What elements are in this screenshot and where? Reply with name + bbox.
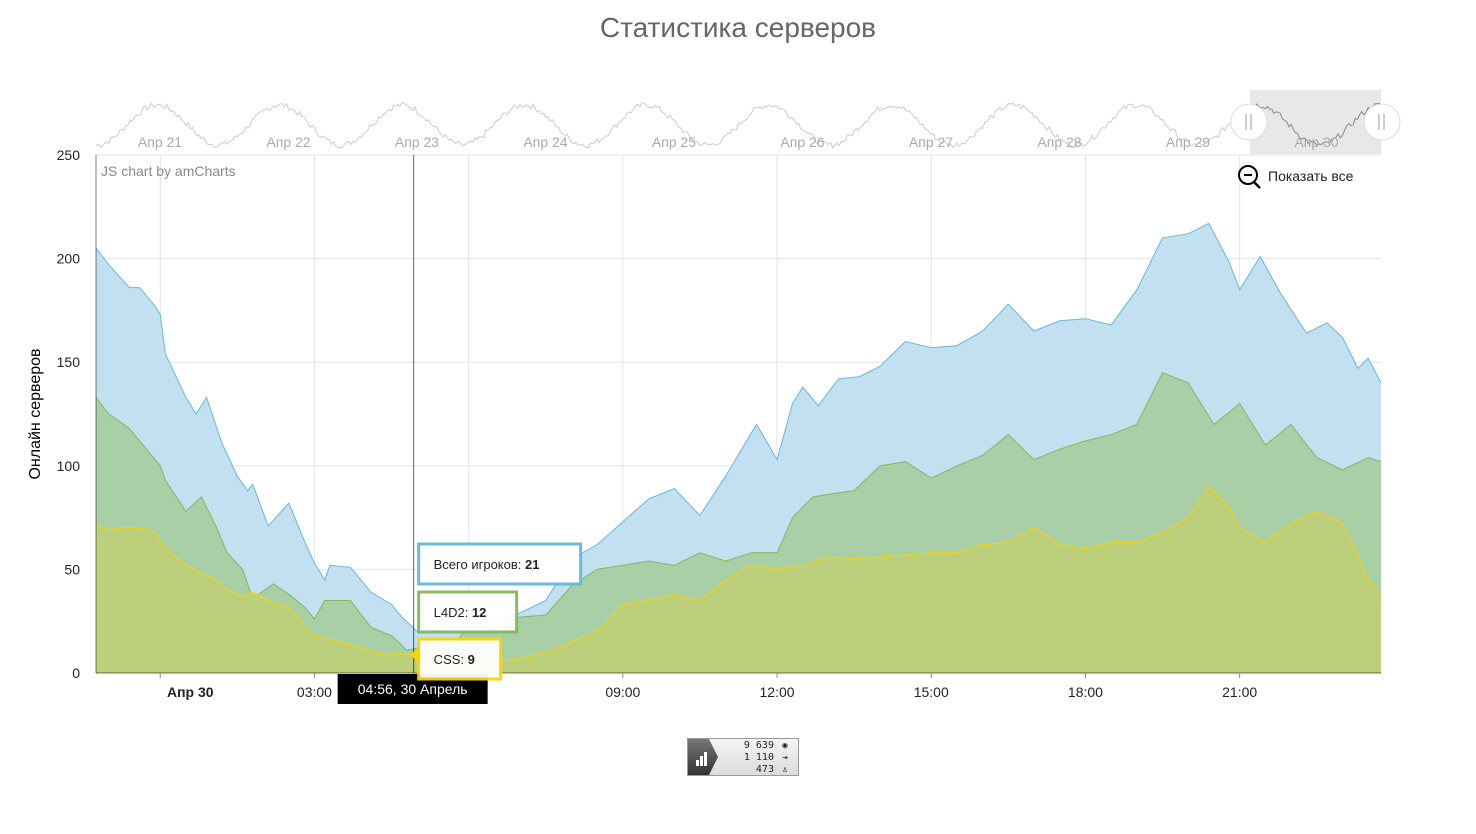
y-axis-ticks: 0 50 100 150 200 250 (57, 147, 81, 681)
scrollbar-date-label: Апр 29 (1166, 134, 1210, 150)
counter-views: 9 639 (743, 740, 774, 751)
chart-series-areas (95, 222, 1382, 673)
scrollbar-date-label: Апр 21 (138, 134, 182, 150)
scrollbar-date-label: Апр 25 (652, 134, 696, 150)
counter-bars-icon (688, 739, 718, 775)
x-axis-ticks: Апр 3003:0006:0009:0012:0015:0018:0021:0… (159, 673, 1257, 700)
page-title: Статистика серверов (599, 12, 877, 43)
x-tick-label: 15:00 (914, 684, 949, 700)
scrollbar-date-label: Апр 22 (266, 134, 310, 150)
series-line-total (95, 222, 1382, 633)
balloon-text: L4D2: 12 (434, 605, 487, 620)
eye-icon: ◉ (782, 741, 788, 751)
x-tick-label: 09:00 (605, 684, 640, 700)
x-tick-label: 12:00 (760, 684, 795, 700)
visitor-counter-widget[interactable]: 9 639 ◉ 1 110 ⇥ 473 ♙ (687, 738, 799, 776)
balloon-box (417, 590, 519, 634)
x-tick-label: Апр 30 (167, 684, 214, 700)
scrollbar-series-line (95, 101, 1249, 149)
x-tick-label: 03:00 (297, 684, 332, 700)
scrollbar-labels: Апр 21 Апр 22 Апр 23 Апр 24 Апр 25 Апр 26 Апр … (138, 134, 1339, 150)
scrollbar-right-handle[interactable] (1363, 103, 1401, 141)
balloon-text: Всего игроков: 21 (434, 557, 540, 572)
scrollbar-date-label: Апр 28 (1037, 134, 1081, 150)
balloon-css: CSS: 9 (417, 637, 503, 681)
scrollbar-date-label: Апр 26 (780, 134, 824, 150)
chart-scrollbar[interactable]: Апр 21 Апр 22 Апр 23 Апр 24 Апр 25 Апр 26 Апр … (95, 90, 1401, 154)
chart-axes (95, 155, 1381, 674)
svg-text:04:56, 30 Апрель: 04:56, 30 Апрель (358, 681, 468, 697)
y-tick-label: 200 (57, 251, 81, 267)
zoom-out-icon (1238, 165, 1258, 185)
series-line-css (95, 485, 1382, 664)
scrollbar-selected-series-line (1250, 102, 1382, 147)
y-tick-label: 0 (72, 665, 80, 681)
balloon-pointer (410, 648, 418, 662)
login-icon: ⇥ (782, 753, 788, 763)
scrollbar-date-label: Апр 24 (523, 134, 567, 150)
zoom-out-label: Показать все (1268, 168, 1354, 184)
scrollbar-date-label: Апр 23 (395, 134, 439, 150)
credits-link[interactable]: JS chart by amCharts (101, 163, 236, 179)
person-icon: ♙ (782, 765, 788, 775)
series-line-l4d2 (95, 371, 1382, 651)
balloon-box (417, 637, 503, 681)
y-tick-label: 150 (57, 354, 81, 370)
zoom-out-button[interactable]: Показать все (1238, 165, 1354, 189)
scrollbar-left-handle[interactable] (1230, 103, 1268, 141)
balloon-text: CSS: 9 (434, 652, 475, 667)
balloon-total: Всего игроков: 21 (417, 542, 583, 586)
balloon-box (417, 542, 583, 586)
y-axis-title: Онлайн серверов (27, 348, 44, 479)
counter-visits: 1 110 (743, 752, 774, 763)
x-tick-label: 21:00 (1222, 684, 1257, 700)
y-tick-label: 50 (64, 561, 80, 577)
scrollbar-date-label: Апр 30 (1294, 134, 1338, 150)
y-tick-label: 250 (57, 147, 81, 163)
scrollbar-date-label: Апр 27 (909, 134, 953, 150)
x-tick-label: 18:00 (1068, 684, 1103, 700)
balloon-l4d2: L4D2: 12 (417, 590, 519, 634)
series-area-css (96, 486, 1381, 673)
y-tick-label: 100 (57, 458, 81, 474)
counter-visitors: 473 (755, 764, 774, 775)
cursor-value-balloons: Всего игроков: 21 L4D2: 12 CSS: 9 (410, 542, 583, 681)
